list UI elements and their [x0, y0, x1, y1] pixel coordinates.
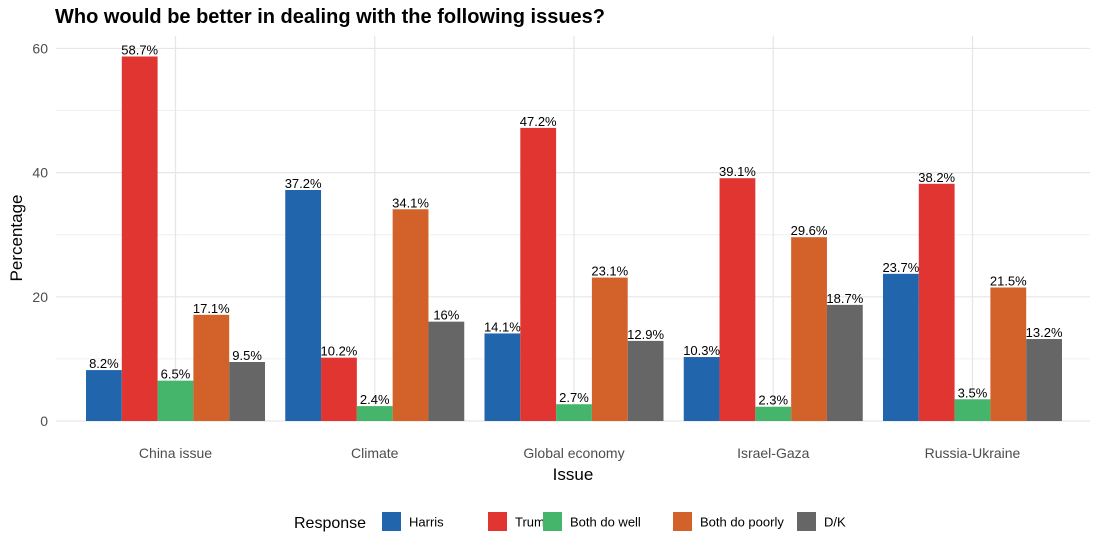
- data-label: 34.1%: [392, 195, 429, 210]
- legend-label: Harris: [409, 515, 444, 530]
- bar: [321, 357, 357, 421]
- legend-swatch: [488, 512, 507, 531]
- data-label: 9.5%: [232, 348, 262, 363]
- data-label: 8.2%: [89, 356, 119, 371]
- data-label: 2.3%: [758, 393, 788, 408]
- bar: [826, 304, 863, 421]
- bar: [157, 380, 194, 421]
- y-tick-label: 0: [40, 413, 48, 429]
- chart-title: Who would be better in dealing with the …: [55, 6, 605, 28]
- data-label: 10.3%: [683, 343, 720, 358]
- bar: [755, 406, 792, 421]
- data-label: 23.7%: [882, 260, 919, 275]
- legend-swatch: [543, 512, 562, 531]
- bar: [556, 404, 592, 421]
- bar: [229, 362, 265, 421]
- data-label: 37.2%: [285, 176, 322, 191]
- legend-label: Both do well: [570, 515, 641, 530]
- y-tick-label: 20: [32, 289, 48, 305]
- data-label: 17.1%: [193, 301, 230, 316]
- bar: [918, 183, 955, 421]
- bar: [791, 237, 827, 421]
- bar: [1026, 339, 1062, 421]
- y-tick-label: 60: [32, 40, 48, 56]
- legend-swatch: [673, 512, 692, 531]
- bar: [683, 357, 720, 421]
- legend-swatch: [382, 512, 401, 531]
- x-axis-title: Issue: [553, 465, 594, 484]
- y-tick-label: 40: [32, 165, 48, 181]
- bar: [356, 406, 393, 421]
- bar: [954, 399, 991, 421]
- bar: [285, 190, 322, 421]
- legend-label: Trump: [515, 515, 552, 530]
- data-label: 21.5%: [990, 273, 1027, 288]
- legend-label: Both do poorly: [700, 515, 784, 530]
- bar: [520, 127, 557, 421]
- bar: [990, 287, 1027, 421]
- data-label: 13.2%: [1026, 325, 1063, 340]
- data-label: 12.9%: [627, 327, 664, 342]
- bar: [484, 333, 521, 421]
- x-tick-label: Climate: [351, 445, 399, 461]
- legend-title: Response: [294, 515, 366, 532]
- bar: [121, 56, 158, 421]
- data-label: 38.2%: [918, 170, 955, 185]
- y-axis-title: Percentage: [7, 195, 26, 282]
- bar: [428, 321, 465, 421]
- data-label: 2.7%: [559, 390, 589, 405]
- data-label: 39.1%: [719, 164, 756, 179]
- bar: [627, 340, 664, 421]
- bar: [719, 178, 756, 421]
- data-label: 58.7%: [121, 42, 158, 57]
- x-tick-label: Global economy: [523, 445, 624, 461]
- data-label: 23.1%: [591, 264, 628, 279]
- data-label: 3.5%: [958, 385, 988, 400]
- x-tick-label: Israel-Gaza: [737, 445, 810, 461]
- bar: [591, 277, 628, 421]
- data-label: 47.2%: [520, 114, 557, 129]
- data-label: 10.2%: [321, 344, 358, 359]
- data-label: 18.7%: [826, 291, 863, 306]
- legend-label: D/K: [824, 515, 846, 530]
- data-label: 6.5%: [161, 367, 191, 382]
- data-label: 14.1%: [484, 319, 521, 334]
- legend-swatch: [797, 512, 816, 531]
- bar: [193, 314, 230, 421]
- bar: [392, 209, 429, 421]
- data-label: 2.4%: [360, 392, 390, 407]
- bar: [883, 273, 919, 421]
- x-tick-label: Russia-Ukraine: [925, 445, 1021, 461]
- x-tick-label: China issue: [139, 445, 212, 461]
- data-label: 29.6%: [791, 223, 828, 238]
- data-label: 16%: [433, 308, 459, 323]
- bar: [86, 370, 122, 421]
